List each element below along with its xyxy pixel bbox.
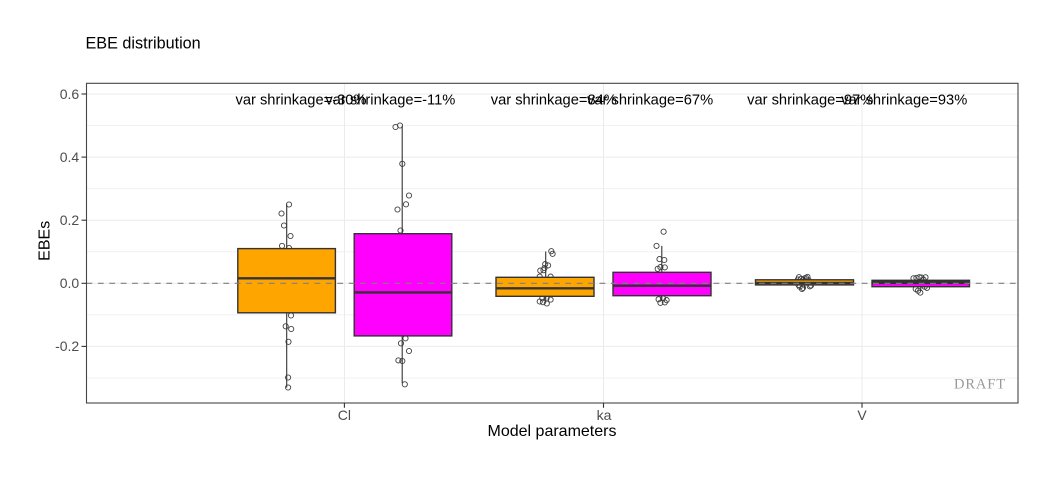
svg-text:Cl: Cl [338,407,351,423]
svg-text:var shrinkage=93%: var shrinkage=93% [841,93,967,109]
svg-text:var shrinkage=97%: var shrinkage=97% [747,93,873,109]
svg-text:-0.2: -0.2 [55,338,79,354]
svg-text:0.2: 0.2 [60,212,80,228]
svg-text:0.6: 0.6 [60,86,80,102]
svg-text:0.4: 0.4 [60,149,80,165]
svg-text:V: V [857,407,867,423]
svg-text:DRAFT: DRAFT [954,377,1006,393]
svg-text:ka: ka [597,407,612,423]
svg-text:Model parameters: Model parameters [488,423,617,440]
svg-text:var shrinkage=-11%: var shrinkage=-11% [325,93,455,109]
svg-text:EBE distribution: EBE distribution [86,35,201,53]
svg-text:var shrinkage=67%: var shrinkage=67% [587,93,713,109]
svg-text:var shrinkage=84%: var shrinkage=84% [491,93,617,109]
svg-text:EBEs: EBEs [37,221,54,261]
svg-text:0.0: 0.0 [60,275,80,291]
svg-text:var shrinkage=-30%: var shrinkage=-30% [235,93,366,109]
